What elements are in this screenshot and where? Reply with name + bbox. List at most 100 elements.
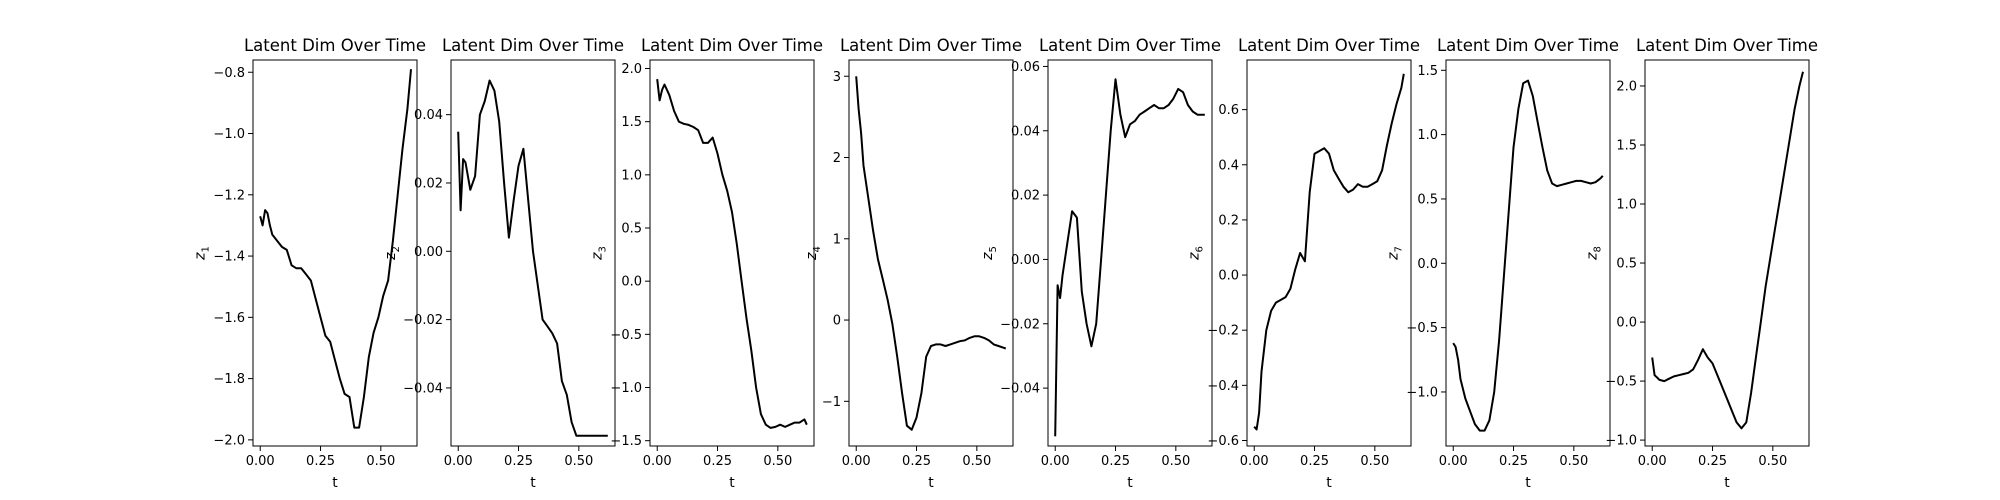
- y-axis-label-subscript: 1: [201, 246, 212, 252]
- y-axis-label-subscript: 4: [812, 246, 823, 252]
- y-tick-label: −1: [822, 395, 841, 410]
- x-tick-label: 0.00: [842, 454, 871, 469]
- x-axis-label: t: [1525, 475, 1531, 491]
- y-tick-label: −1.0: [1605, 434, 1637, 449]
- subplot-8: Latent Dim Over Time 0.00 0.25 0.50 −1.0 −0.5…: [1585, 36, 1818, 491]
- x-axis-label: t: [1326, 475, 1332, 491]
- x-axis-label: t: [729, 475, 735, 491]
- chart-title: Latent Dim Over Time: [1636, 36, 1818, 55]
- y-tick-label: 0.06: [1011, 60, 1040, 75]
- y-tick-label: 0.00: [1011, 253, 1040, 268]
- x-axis-label: t: [1724, 475, 1730, 491]
- chart-title: Latent Dim Over Time: [840, 36, 1022, 55]
- x-tick-label: 0.50: [366, 454, 395, 469]
- y-tick-label: −1.0: [1406, 385, 1438, 400]
- x-tick-label: 0.25: [1101, 454, 1130, 469]
- y-tick-label: 0.04: [414, 108, 443, 123]
- y-tick-label: 0.02: [1011, 189, 1040, 204]
- y-tick-label: −1.8: [213, 372, 245, 387]
- subplot-7: Latent Dim Over Time 0.00 0.25 0.50 −1.0 −0.5…: [1386, 36, 1619, 491]
- axes-frame: [1246, 59, 1412, 447]
- y-axis-label-subscript: 3: [598, 246, 609, 252]
- series-line: [1452, 79, 1604, 432]
- x-tick-label: 0.50: [763, 454, 792, 469]
- y-tick-label: −0.5: [1605, 375, 1637, 390]
- axes-frame: [450, 59, 616, 447]
- chart-title: Latent Dim Over Time: [442, 36, 624, 55]
- axes-frame: [1047, 59, 1213, 447]
- chart-title: Latent Dim Over Time: [641, 36, 823, 55]
- axes-frame: [649, 59, 815, 447]
- y-tick-label: −1.2: [213, 188, 245, 203]
- y-tick-label: −0.5: [1406, 321, 1438, 336]
- x-tick-label: 0.25: [1698, 454, 1727, 469]
- subplot-6: Latent Dim Over Time 0.00 0.25 0.50 −0.6 −0.4…: [1187, 36, 1420, 491]
- x-tick-label: 0.25: [902, 454, 931, 469]
- y-tick-label: 1.5: [1417, 64, 1438, 79]
- y-tick-label: −1.0: [610, 381, 642, 396]
- y-tick-label: 1.5: [1616, 138, 1637, 153]
- y-tick-label: −0.2: [1207, 324, 1239, 339]
- y-axis-label-subscript: 8: [1593, 246, 1604, 252]
- series-line: [259, 69, 412, 429]
- series-line: [1651, 71, 1804, 430]
- y-tick-label: 0.04: [1011, 124, 1040, 139]
- x-tick-label: 0.50: [1161, 454, 1190, 469]
- y-axis-label: z6: [1187, 246, 1206, 261]
- y-tick-label: 0.5: [1417, 192, 1438, 207]
- y-axis-label-main: z: [193, 252, 209, 261]
- x-tick-label: 0.50: [1559, 454, 1588, 469]
- y-tick-label: −2.0: [213, 433, 245, 448]
- x-tick-label: 0.00: [246, 454, 275, 469]
- x-axis-label: t: [928, 475, 934, 491]
- y-tick-label: −1.6: [213, 311, 245, 326]
- chart-title: Latent Dim Over Time: [1437, 36, 1619, 55]
- y-tick-label: 1: [833, 232, 841, 247]
- x-tick-label: 0.25: [504, 454, 533, 469]
- y-axis-label-main: z: [804, 252, 820, 261]
- y-tick-label: 0.6: [1218, 103, 1239, 118]
- y-tick-label: 0: [833, 314, 841, 329]
- x-tick-label: 0.00: [444, 454, 473, 469]
- y-axis-label: z4: [804, 246, 823, 261]
- y-tick-label: −0.02: [403, 313, 443, 328]
- y-axis-label: z3: [590, 246, 609, 261]
- y-tick-label: 2.0: [621, 62, 642, 77]
- y-tick-label: 0.0: [621, 275, 642, 290]
- y-tick-label: −1.0: [213, 127, 245, 142]
- x-tick-label: 0.50: [1758, 454, 1787, 469]
- x-tick-label: 0.00: [1439, 454, 1468, 469]
- y-tick-label: −0.8: [213, 66, 245, 81]
- y-axis-label-main: z: [1187, 252, 1203, 261]
- y-tick-label: −1.4: [213, 250, 245, 265]
- x-axis-label: t: [332, 475, 338, 491]
- x-tick-label: 0.50: [962, 454, 991, 469]
- y-tick-label: −0.6: [1207, 434, 1239, 449]
- x-tick-label: 0.00: [643, 454, 672, 469]
- y-axis-label: z1: [193, 246, 212, 261]
- y-tick-label: −0.04: [1000, 382, 1040, 397]
- y-tick-label: 0.5: [1616, 257, 1637, 272]
- series-line: [855, 76, 1007, 431]
- y-tick-label: 0.0: [1218, 269, 1239, 284]
- y-tick-label: −1.5: [610, 434, 642, 449]
- y-tick-label: −0.02: [1000, 317, 1040, 332]
- x-tick-label: 0.50: [564, 454, 593, 469]
- y-tick-label: 0.02: [414, 176, 443, 191]
- subplot-2: Latent Dim Over Time 0.00 0.25 0.50 −0.04 −0.…: [383, 36, 624, 491]
- x-tick-label: 0.00: [1638, 454, 1667, 469]
- y-axis-label-subscript: 5: [988, 246, 999, 252]
- y-tick-label: 0.0: [1417, 257, 1438, 272]
- x-tick-label: 0.25: [703, 454, 732, 469]
- y-tick-label: 0.00: [414, 245, 443, 260]
- chart-title: Latent Dim Over Time: [1238, 36, 1420, 55]
- y-tick-label: 2.0: [1616, 79, 1637, 94]
- axes-frame: [1445, 59, 1611, 447]
- y-tick-label: 3: [833, 70, 841, 85]
- axes-frame: [1644, 59, 1810, 447]
- y-tick-label: 1.0: [1616, 198, 1637, 213]
- y-axis-label: z8: [1585, 246, 1604, 261]
- y-axis-label-main: z: [383, 252, 399, 261]
- x-tick-label: 0.25: [1499, 454, 1528, 469]
